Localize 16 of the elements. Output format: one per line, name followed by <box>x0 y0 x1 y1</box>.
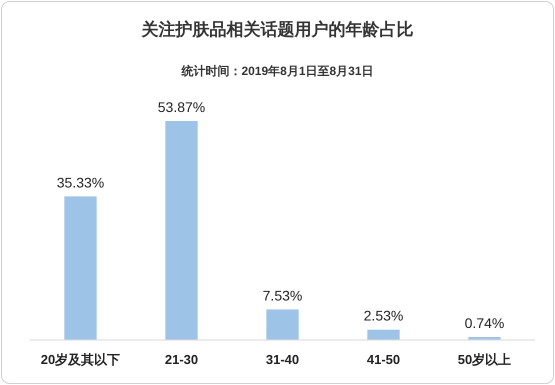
bar <box>165 121 198 340</box>
x-tick-label: 21-30 <box>164 352 198 367</box>
x-tick-label: 41-50 <box>366 352 400 367</box>
bar <box>266 309 299 340</box>
x-tick-label: 50岁以上 <box>458 352 512 367</box>
chart-subtitle: 统计时间：2019年8月1日至8月31日 <box>180 64 374 78</box>
chart-title: 关注护肤品相关话题用户的年龄占比 <box>140 20 414 39</box>
x-tick-label: 20岁及其以下 <box>40 352 120 367</box>
data-label: 0.74% <box>464 314 504 331</box>
x-tick-label: 31-40 <box>266 352 300 367</box>
data-label: 53.87% <box>158 99 206 115</box>
data-label: 2.53% <box>364 308 404 324</box>
data-label: 7.53% <box>262 287 302 304</box>
bar <box>367 330 400 340</box>
bar <box>64 196 97 340</box>
data-label: 35.33% <box>56 174 104 190</box>
